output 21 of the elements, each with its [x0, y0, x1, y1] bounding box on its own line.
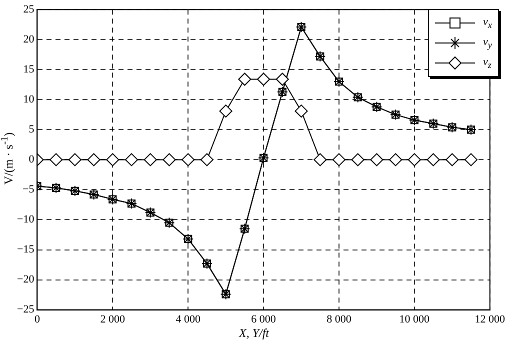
legend-label: v$_{z}$ — [483, 56, 492, 70]
legend-label: v$_{y}$ — [483, 36, 492, 50]
x-tick-label: 6 000 — [251, 313, 276, 326]
y-tick-label: −20 — [16, 274, 35, 286]
y-tick-label: 0 — [28, 154, 35, 166]
y-tick-label: −10 — [16, 214, 35, 226]
x-tick-label: 10 000 — [399, 313, 430, 326]
y-tick-label: 15 — [23, 64, 35, 76]
y-tick-label: 10 — [23, 94, 35, 106]
legend-label: v$_{x}$ — [483, 16, 492, 30]
y-tick-label: −15 — [16, 244, 35, 256]
x-axis-title: X, Y/ft — [238, 326, 270, 341]
y-tick-label: −5 — [22, 184, 35, 196]
x-tick-label: 12 000 — [474, 313, 506, 326]
y-tick-label: 25 — [23, 3, 35, 16]
x-tick-label: 8 000 — [326, 313, 352, 326]
x-tick-label: 4 000 — [176, 313, 201, 326]
y-tick-label: 5 — [28, 124, 35, 136]
y-tick-label: −25 — [16, 304, 35, 316]
y-tick-label: 20 — [23, 34, 35, 46]
x-tick-label: 2 000 — [100, 313, 126, 326]
